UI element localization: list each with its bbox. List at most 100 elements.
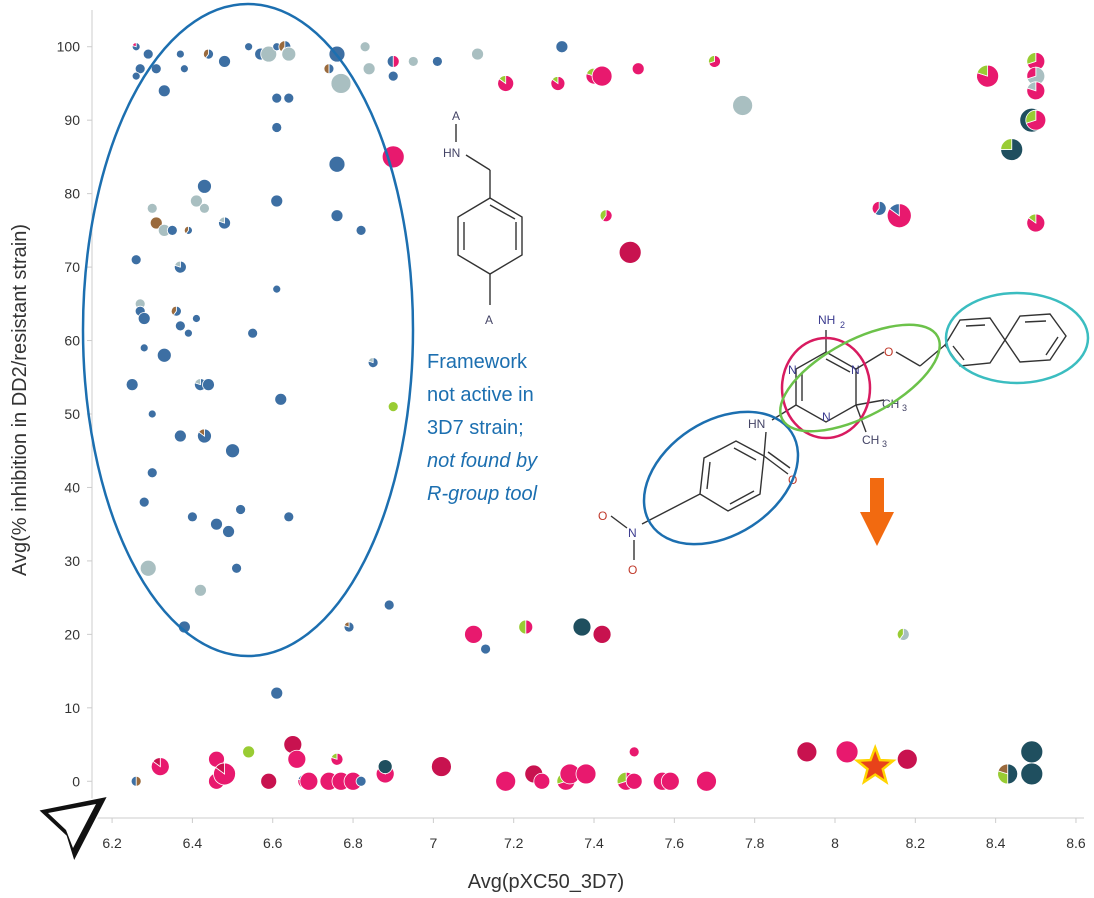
data-point (157, 84, 171, 98)
pie-slice (174, 260, 181, 268)
data-point (1026, 66, 1046, 86)
annotation-line-2: not active in (427, 384, 534, 406)
pie-slice (1027, 213, 1037, 224)
point-marker (628, 746, 640, 758)
point-marker (173, 429, 187, 443)
data-point (156, 347, 172, 363)
pie-slice (896, 627, 904, 640)
svg-text:CH: CH (862, 433, 879, 447)
point-marker (355, 775, 367, 787)
data-point (137, 312, 151, 325)
pie-slice (392, 55, 400, 68)
point-marker (179, 64, 189, 74)
triazine-core-circle (780, 336, 872, 440)
data-point (660, 771, 680, 791)
naphthalene-circle (944, 291, 1090, 385)
svg-text:3: 3 (902, 403, 907, 413)
svg-text:3: 3 (882, 439, 887, 449)
point-marker (591, 65, 613, 87)
data-point (377, 759, 393, 774)
svg-text:O: O (628, 563, 637, 577)
data-point (274, 392, 288, 406)
point-marker (146, 467, 158, 479)
data-point (355, 775, 367, 787)
pie-slice (198, 428, 205, 437)
svg-text:O: O (598, 509, 607, 523)
data-point (480, 643, 491, 655)
data-point (550, 76, 566, 91)
data-point (323, 63, 335, 75)
x-tick-label: 8.6 (1066, 835, 1086, 851)
point-marker (283, 92, 295, 104)
data-points (125, 40, 1047, 792)
data-point (218, 55, 231, 68)
data-point (533, 772, 551, 790)
point-marker (471, 47, 484, 61)
point-marker (260, 772, 278, 790)
data-point (625, 772, 643, 790)
ether-linker-circle (779, 323, 941, 433)
point-marker (139, 559, 157, 577)
x-tick-labels: 6.2 6.4 6.6 6.8 7 7.2 7.4 7.6 7.8 8 8.2 8.4 8.6 (102, 818, 1086, 851)
data-point (199, 202, 210, 214)
pie-slice (601, 209, 613, 223)
x-axis-title: Avg(pXC50_3D7) (468, 871, 624, 893)
svg-text:NH: NH (818, 313, 835, 327)
pie-slice (170, 305, 177, 316)
point-marker (660, 771, 680, 791)
point-marker (377, 759, 393, 774)
point-marker (1020, 762, 1044, 786)
data-point (471, 47, 484, 61)
hit-molecule: NH 2 N N N O CH 3 CH 3 HN O O (598, 313, 1067, 577)
point-marker (125, 378, 139, 392)
point-marker (387, 401, 399, 413)
data-point (175, 49, 185, 59)
x-tick-label: 6.8 (343, 835, 363, 851)
point-marker (330, 209, 344, 223)
x-tick-label: 6.2 (102, 835, 122, 851)
data-point (796, 741, 818, 763)
data-point (270, 194, 284, 208)
data-point (192, 314, 201, 323)
data-point (572, 617, 592, 637)
pie-slice (874, 200, 887, 216)
data-point (271, 92, 283, 104)
pie-slice (367, 357, 374, 364)
data-point (197, 428, 212, 444)
data-point (495, 770, 517, 792)
data-point (187, 511, 198, 523)
x-tick-label: 6.4 (183, 835, 203, 851)
point-marker (533, 772, 551, 790)
point-marker (190, 194, 203, 208)
data-point (174, 320, 186, 332)
data-point (886, 203, 912, 229)
point-marker (271, 92, 283, 104)
pie-slice (278, 40, 286, 53)
point-marker (618, 240, 642, 264)
point-marker (696, 770, 717, 792)
data-point (1025, 109, 1047, 131)
x-tick-label: 8 (831, 835, 839, 851)
data-point (203, 48, 214, 60)
point-marker (235, 504, 246, 515)
point-marker (835, 740, 859, 764)
pie-slice (498, 75, 507, 85)
pie-slice (184, 225, 189, 235)
data-point (497, 75, 515, 92)
svg-text:O: O (884, 345, 893, 359)
data-point (464, 624, 483, 644)
pie-slice (328, 63, 335, 75)
data-point (330, 73, 352, 94)
pie-slice (899, 627, 910, 641)
point-marker (362, 62, 376, 76)
x-tick-label: 7.8 (745, 835, 765, 851)
x-tick-label: 7.2 (504, 835, 524, 851)
pie-slice (330, 752, 338, 760)
point-marker (572, 617, 592, 637)
data-point (270, 686, 284, 700)
data-point (147, 409, 157, 419)
pie-slice (1007, 763, 1019, 785)
data-point (1000, 138, 1024, 161)
data-point (260, 45, 278, 63)
pie-slice (997, 763, 1009, 775)
